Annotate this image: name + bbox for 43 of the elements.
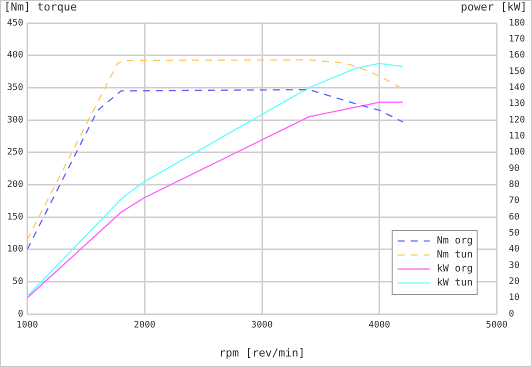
- y-tick-label: 200: [6, 180, 24, 190]
- y-tick-label: 50: [12, 277, 24, 288]
- y2-tick-label: 90: [508, 164, 520, 174]
- y2-tick-label: 60: [508, 212, 520, 222]
- x-tick-label: 3000: [251, 320, 273, 331]
- y2-tick-label: 50: [508, 228, 520, 239]
- y-tick-label: 300: [6, 115, 24, 126]
- line-series: [27, 88, 404, 250]
- y2-tick-label: 30: [508, 260, 520, 271]
- x-tick-label: 2000: [134, 320, 156, 331]
- x-tick-label: 1000: [16, 320, 38, 331]
- y-tick-label: 400: [6, 50, 24, 61]
- y2-tick-label: 170: [508, 34, 526, 45]
- y2-axis-title: power [kW]: [460, 0, 527, 14]
- y2-tick-label: 110: [508, 132, 526, 142]
- y2-tick-label: 160: [508, 50, 526, 61]
- y-tick-label: 250: [6, 148, 24, 158]
- line-series: [27, 59, 404, 240]
- y2-tick-label: 20: [508, 277, 520, 288]
- y-tick-label: 0: [18, 309, 24, 320]
- x-tick-label: 4000: [368, 320, 390, 331]
- legend-label: kW org: [436, 264, 473, 275]
- x-axis-title: rpm [rev/min]: [218, 346, 306, 360]
- y-tick-label: 150: [6, 212, 24, 222]
- y-tick-label: 450: [6, 18, 24, 28]
- y2-tick-label: 10: [508, 293, 520, 304]
- y2-tick-label: 150: [508, 66, 526, 77]
- y-axis-title: [Nm] torque: [4, 0, 77, 14]
- y2-tick-label: 180: [508, 18, 526, 28]
- y2-tick-label: 130: [508, 99, 526, 110]
- y2-tick-label: 40: [508, 244, 520, 255]
- y-tick-label: 100: [6, 244, 24, 255]
- legend-label: Nm tun: [436, 250, 473, 261]
- y2-tick-label: 70: [508, 196, 520, 206]
- y2-tick-label: 100: [508, 148, 526, 158]
- legend-label: Nm org: [436, 236, 473, 247]
- y-tick-label: 350: [6, 83, 24, 94]
- y2-tick-label: 0: [508, 309, 514, 320]
- legend-label: kW tun: [436, 278, 473, 289]
- x-tick-label: 5000: [486, 320, 508, 331]
- y2-tick-label: 120: [508, 115, 526, 126]
- y2-tick-label: 140: [508, 83, 526, 94]
- y2-tick-label: 80: [508, 180, 520, 190]
